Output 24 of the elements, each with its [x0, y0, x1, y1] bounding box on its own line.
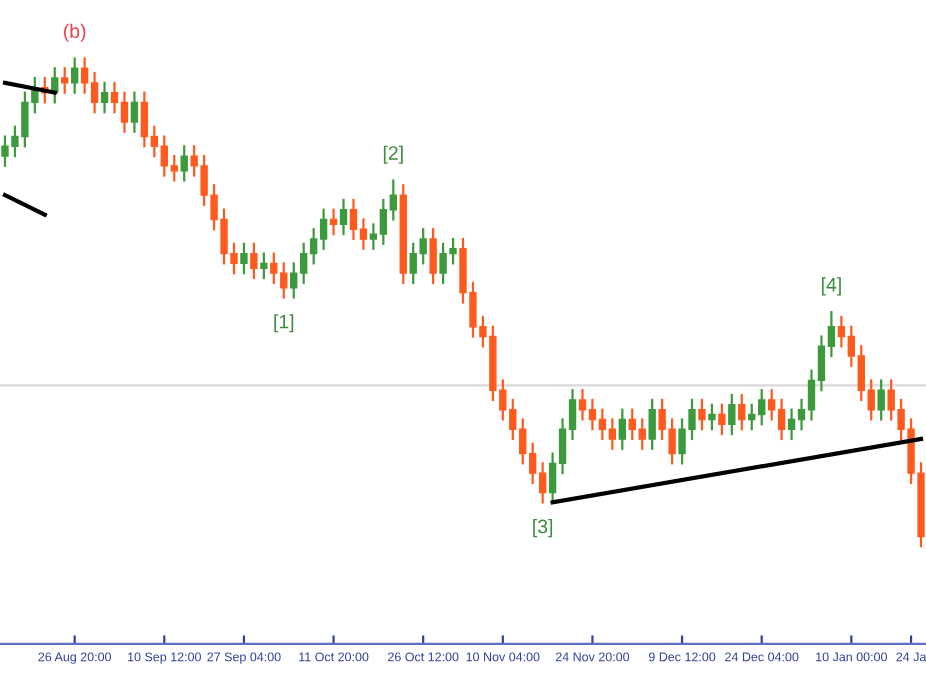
candlestick — [718, 403, 726, 436]
candlestick — [648, 398, 656, 450]
candlestick — [61, 67, 69, 94]
candlestick — [130, 91, 139, 133]
candlestick — [339, 198, 348, 236]
candlestick — [728, 393, 736, 436]
candlestick — [618, 408, 626, 450]
candlestick — [738, 393, 746, 431]
candlestick — [708, 403, 716, 431]
candlestick — [180, 145, 188, 182]
candlestick — [429, 228, 437, 284]
annotation: [1] — [274, 314, 294, 333]
annotation: [2] — [383, 145, 403, 164]
candlestick — [240, 242, 248, 275]
candlestick — [260, 252, 268, 280]
annotation: [3] — [533, 519, 553, 538]
candlestick — [100, 81, 109, 114]
candlestick — [250, 242, 258, 280]
candlestick — [698, 398, 706, 431]
annotation: (b) — [64, 23, 86, 42]
candlestick — [70, 57, 79, 94]
candlestick — [877, 379, 885, 421]
candlestick — [329, 208, 338, 236]
annotation: [4] — [821, 277, 841, 296]
